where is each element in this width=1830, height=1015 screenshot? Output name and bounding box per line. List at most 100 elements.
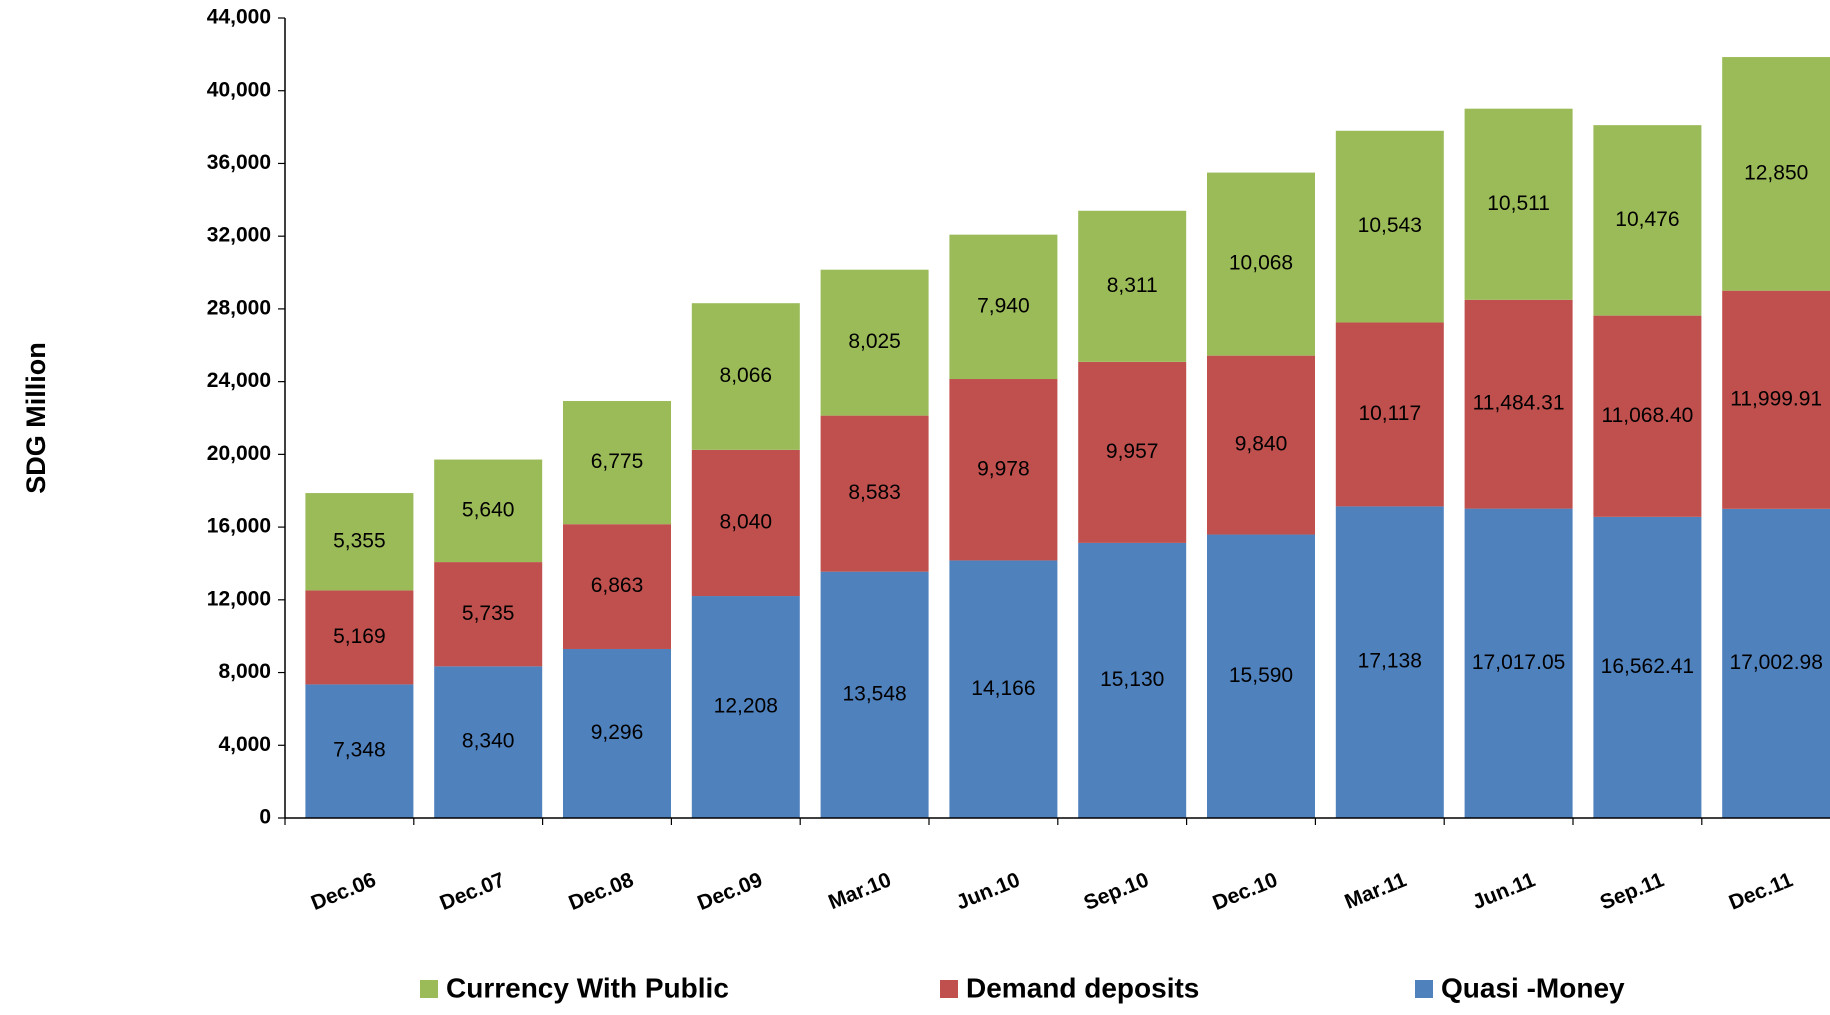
y-tick-label: 8,000 <box>218 660 271 683</box>
x-tick-label: Jun.11 <box>1469 868 1539 914</box>
data-label-quasi-money: 8,340 <box>462 730 515 753</box>
data-label-demand-deposits: 8,040 <box>720 510 773 533</box>
bar-currency-with-public <box>1335 130 1444 323</box>
y-axis-ticks: 0 4,000 8,000 12,000 16,000 20,000 24,000 28,00… <box>207 6 285 829</box>
bar-demand-deposits <box>1722 290 1830 509</box>
y-tick-label: 36,000 <box>207 151 271 174</box>
bar-currency-with-public <box>1464 108 1573 300</box>
data-label-currency-with-public: 10,476 <box>1615 208 1679 231</box>
data-label-quasi-money: 13,548 <box>842 682 906 705</box>
legend-label-currency-with-public: Currency With Public <box>446 972 729 1003</box>
data-label-currency-with-public: 6,775 <box>591 450 644 473</box>
x-tick-label: Dec.10 <box>1209 868 1280 915</box>
legend-swatch-quasi-money <box>1415 980 1433 998</box>
x-tick-label: Dec.09 <box>694 868 765 915</box>
data-label-quasi-money: 15,130 <box>1100 668 1164 691</box>
bar-demand-deposits <box>305 590 414 685</box>
data-label-demand-deposits: 9,957 <box>1106 440 1159 463</box>
x-tick-label: Mar.11 <box>1342 868 1410 914</box>
x-tick-label: Dec.06 <box>308 868 379 915</box>
y-tick-label: 0 <box>259 806 271 829</box>
data-label-currency-with-public: 12,850 <box>1744 161 1808 184</box>
legend: Currency With Public Demand deposits Quasi… <box>420 972 1625 1003</box>
data-label-quasi-money: 7,348 <box>333 739 386 762</box>
data-label-quasi-money: 15,590 <box>1229 664 1293 687</box>
data-label-quasi-money: 17,138 <box>1358 650 1422 673</box>
x-axis-ticks: Dec.06 Dec.07 Dec.08 Dec.09 Mar.10 Jun.10 Sep.… <box>308 868 1796 915</box>
data-label-demand-deposits: 11,999.91 <box>1730 387 1822 410</box>
bar-currency-with-public <box>691 303 800 450</box>
data-label-quasi-money: 14,166 <box>971 677 1035 700</box>
data-label-demand-deposits: 6,863 <box>591 574 644 597</box>
bar-demand-deposits <box>949 379 1058 561</box>
bar-demand-deposits <box>1335 322 1444 507</box>
bar-currency-with-public <box>1593 125 1702 316</box>
data-label-demand-deposits: 11,484.31 <box>1473 392 1565 415</box>
x-tick-label: Mar.10 <box>825 868 894 914</box>
axes-group <box>284 18 1830 825</box>
data-label-quasi-money: 17,002.98 <box>1729 651 1822 674</box>
data-label-currency-with-public: 10,511 <box>1487 192 1550 215</box>
data-label-demand-deposits: 11,068.40 <box>1601 404 1693 427</box>
bar-demand-deposits <box>691 449 800 597</box>
y-tick-label: 20,000 <box>207 442 271 465</box>
bar-quasi-money <box>305 684 414 818</box>
x-tick-label: Sep.10 <box>1081 868 1152 915</box>
data-label-demand-deposits: 9,840 <box>1235 433 1288 456</box>
bar-quasi-money <box>1207 534 1315 818</box>
bar-quasi-money <box>563 648 671 818</box>
data-label-demand-deposits: 8,583 <box>848 481 901 504</box>
x-tick-label: Dec.07 <box>437 868 508 915</box>
y-tick-label: 12,000 <box>207 587 271 610</box>
bar-demand-deposits <box>820 415 929 572</box>
bar-quasi-money <box>1464 508 1573 818</box>
data-label-currency-with-public: 7,940 <box>977 294 1030 317</box>
bar-quasi-money <box>820 571 929 818</box>
y-tick-label: 32,000 <box>207 224 271 247</box>
y-tick-label: 44,000 <box>207 6 271 29</box>
y-tick-label: 16,000 <box>207 515 271 538</box>
bar-currency-with-public <box>949 234 1058 380</box>
bar-demand-deposits <box>563 524 671 649</box>
data-label-group: 7,348 8,340 9,296 12,208 13,548 14,166 15,130 1… <box>333 161 1823 761</box>
data-label-currency-with-public: 10,068 <box>1229 252 1293 275</box>
y-tick-label: 40,000 <box>207 78 271 101</box>
bar-demand-deposits <box>1464 299 1573 509</box>
x-tick-label: Sep.11 <box>1597 868 1668 914</box>
bar-quasi-money <box>1335 506 1444 818</box>
data-label-currency-with-public: 10,543 <box>1358 214 1422 237</box>
data-label-quasi-money: 9,296 <box>591 721 644 744</box>
bar-currency-with-public <box>820 269 929 416</box>
bar-quasi-money <box>1593 516 1702 818</box>
bar-demand-deposits <box>1593 315 1702 517</box>
bar-currency-with-public <box>563 401 671 525</box>
data-label-demand-deposits: 9,978 <box>977 457 1030 480</box>
data-label-quasi-money: 17,017.05 <box>1472 651 1565 674</box>
bar-currency-with-public <box>1722 57 1830 291</box>
bar-quasi-money <box>949 560 1058 818</box>
y-tick-label: 4,000 <box>218 733 271 756</box>
x-tick-label: Dec.11 <box>1726 868 1797 914</box>
bar-currency-with-public <box>1078 210 1187 362</box>
x-tick-label: Jun.10 <box>953 868 1023 914</box>
data-label-demand-deposits: 5,169 <box>333 625 386 648</box>
data-label-demand-deposits: 5,735 <box>462 602 515 625</box>
bar-currency-with-public <box>1207 172 1315 356</box>
bar-quasi-money <box>1722 508 1830 818</box>
legend-label-quasi-money: Quasi -Money <box>1441 972 1625 1003</box>
data-label-demand-deposits: 10,117 <box>1358 402 1421 425</box>
bar-demand-deposits <box>1078 361 1187 543</box>
data-label-currency-with-public: 5,640 <box>462 498 515 521</box>
data-label-currency-with-public: 8,311 <box>1107 274 1158 297</box>
legend-label-demand-deposits: Demand deposits <box>966 972 1199 1003</box>
bar-currency-with-public <box>305 493 414 591</box>
data-label-currency-with-public: 5,355 <box>333 529 386 552</box>
legend-swatch-demand-deposits <box>940 980 958 998</box>
bar-series-group <box>305 57 1830 818</box>
bar-demand-deposits <box>1207 355 1315 535</box>
bar-currency-with-public <box>434 459 543 563</box>
y-axis-title: SDG Million <box>21 342 51 494</box>
bar-quasi-money <box>691 596 800 818</box>
